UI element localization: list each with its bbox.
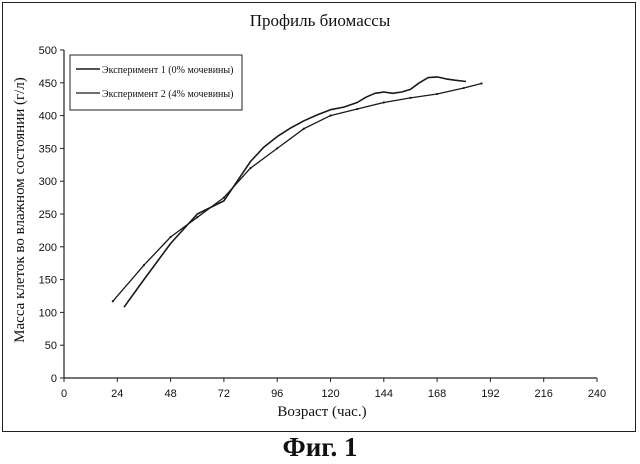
x-tick-label: 120 <box>321 388 339 400</box>
chart-title: Профиль биомассы <box>250 11 391 30</box>
y-tick-label: 500 <box>39 45 57 57</box>
y-tick-label: 400 <box>39 111 57 123</box>
series-group <box>112 77 483 307</box>
x-axis-label: Возраст (час.) <box>277 404 366 420</box>
y-tick-label: 50 <box>45 340 57 352</box>
y-tick-label: 100 <box>39 307 57 319</box>
x-tick-label: 168 <box>428 388 446 400</box>
series-2-point <box>383 101 385 103</box>
series-2-point <box>143 264 145 266</box>
figure-caption: Фиг. 1 <box>0 432 640 463</box>
series-2-point <box>356 108 358 110</box>
series-2-point <box>409 97 411 99</box>
series-2-point <box>196 216 198 218</box>
series-2-point <box>249 167 251 169</box>
series-2-point <box>303 128 305 130</box>
biomass-chart: Профиль биомассы Масса клеток во влажном… <box>0 0 640 432</box>
legend-label-1: Эксперимент 1 (0% мочевины) <box>102 65 233 76</box>
series-2-point <box>329 115 331 117</box>
series-2-point <box>463 87 465 89</box>
x-tick-label: 96 <box>271 388 283 400</box>
x-tick-label: 216 <box>535 388 553 400</box>
series-line-2 <box>113 84 482 302</box>
y-tick-label: 150 <box>39 275 57 287</box>
y-tick-label: 0 <box>51 373 57 385</box>
series-2-point <box>436 93 438 95</box>
series-line-1 <box>124 77 466 307</box>
series-2-point <box>223 197 225 199</box>
x-tick-label: 192 <box>481 388 499 400</box>
legend-label-2: Эксперимент 2 (4% мочевины) <box>102 89 233 100</box>
legend: Эксперимент 1 (0% мочевины) Эксперимент 2… <box>70 55 242 110</box>
y-tick-label: 200 <box>39 242 57 254</box>
series-2-point <box>112 300 114 302</box>
x-tick-label: 0 <box>61 388 67 400</box>
x-tick-label: 144 <box>375 388 393 400</box>
series-2-point <box>170 236 172 238</box>
x-tick-label: 48 <box>164 388 176 400</box>
y-axis-label: Масса клеток во влажном состоянии (г/л) <box>12 77 28 343</box>
series-2-point <box>276 147 278 149</box>
legend-box <box>70 55 242 110</box>
y-tick-label: 450 <box>39 78 57 90</box>
series-2-point <box>480 82 482 84</box>
y-tick-label: 350 <box>39 143 57 155</box>
x-tick-label: 240 <box>588 388 606 400</box>
x-tick-label: 72 <box>218 388 230 400</box>
x-tick-label: 24 <box>111 388 123 400</box>
y-tick-label: 300 <box>39 176 57 188</box>
y-tick-label: 250 <box>39 209 57 221</box>
